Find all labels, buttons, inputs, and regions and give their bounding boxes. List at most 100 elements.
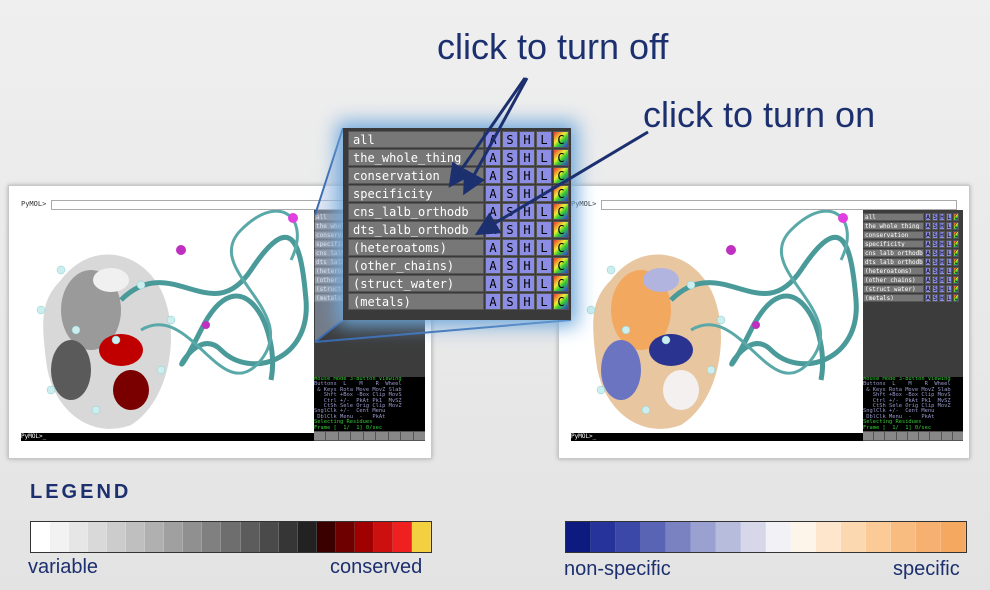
playback-button[interactable] (338, 432, 351, 440)
playback-button[interactable] (885, 432, 896, 440)
playback-button[interactable] (907, 432, 919, 440)
playback-button[interactable] (941, 432, 952, 440)
object-button[interactable]: S (932, 294, 938, 302)
object-button[interactable]: C (553, 185, 569, 202)
object-button[interactable]: S (502, 239, 518, 256)
object-button[interactable]: H (939, 267, 945, 275)
object-button[interactable]: C (553, 221, 569, 238)
object-button[interactable]: C (953, 231, 959, 239)
object-button[interactable]: H (939, 222, 945, 230)
playback-button[interactable] (401, 432, 413, 440)
playback-button[interactable] (363, 432, 376, 440)
object-button[interactable]: C (953, 213, 959, 221)
object-button[interactable]: S (502, 257, 518, 274)
object-button[interactable]: S (932, 285, 938, 293)
object-button[interactable]: L (536, 239, 552, 256)
object-button[interactable]: H (939, 213, 945, 221)
object-button[interactable]: A (485, 221, 501, 238)
playback-button[interactable] (388, 432, 401, 440)
object-name[interactable]: conservation (863, 231, 924, 239)
object-name[interactable]: the_whole_thing (863, 222, 924, 230)
object-button[interactable]: C (553, 131, 569, 148)
playback-button[interactable] (919, 432, 930, 440)
object-name[interactable]: the_whole_thing (348, 149, 484, 166)
object-name[interactable]: (struct_water) (348, 275, 484, 292)
object-button[interactable]: A (485, 293, 501, 310)
playback-button[interactable] (863, 432, 874, 440)
object-name[interactable]: all (348, 131, 484, 148)
object-button[interactable]: L (536, 131, 552, 148)
object-button[interactable]: S (932, 276, 938, 284)
object-button[interactable]: L (946, 231, 952, 239)
object-button[interactable]: L (536, 221, 552, 238)
object-button[interactable]: S (502, 203, 518, 220)
object-button[interactable]: C (953, 294, 959, 302)
object-button[interactable]: S (502, 221, 518, 238)
object-button[interactable]: L (946, 240, 952, 248)
object-button[interactable]: A (925, 267, 931, 275)
object-button[interactable]: C (953, 285, 959, 293)
object-button[interactable]: S (932, 231, 938, 239)
object-button[interactable]: H (939, 249, 945, 257)
object-button[interactable]: S (502, 149, 518, 166)
object-button[interactable]: H (519, 203, 535, 220)
object-button[interactable]: H (939, 285, 945, 293)
object-name[interactable]: (other_chains) (348, 257, 484, 274)
object-button[interactable]: H (519, 167, 535, 184)
object-name[interactable]: (other_chains) (863, 276, 924, 284)
object-button[interactable]: H (939, 258, 945, 266)
object-button[interactable]: L (536, 257, 552, 274)
object-name[interactable]: specificity (348, 185, 484, 202)
object-name[interactable]: (metals) (348, 293, 484, 310)
object-button[interactable]: C (953, 276, 959, 284)
object-button[interactable]: L (946, 258, 952, 266)
object-button[interactable]: L (536, 293, 552, 310)
object-button[interactable]: S (932, 222, 938, 230)
object-button[interactable]: H (519, 185, 535, 202)
object-button[interactable]: A (925, 285, 931, 293)
object-button[interactable]: L (946, 222, 952, 230)
object-button[interactable]: S (502, 185, 518, 202)
playback-button[interactable] (952, 432, 963, 440)
object-button[interactable]: H (939, 294, 945, 302)
object-button[interactable]: S (932, 213, 938, 221)
object-button[interactable]: A (925, 231, 931, 239)
object-button[interactable]: A (925, 249, 931, 257)
object-button[interactable]: A (485, 239, 501, 256)
object-button[interactable]: H (939, 231, 945, 239)
object-button[interactable]: S (502, 131, 518, 148)
object-button[interactable]: H (519, 257, 535, 274)
object-name[interactable]: dts_lalb_orthodb (863, 258, 924, 266)
object-button[interactable]: C (953, 249, 959, 257)
object-button[interactable]: H (519, 275, 535, 292)
object-button[interactable]: L (536, 275, 552, 292)
object-button[interactable]: S (932, 249, 938, 257)
object-button[interactable]: S (932, 240, 938, 248)
playback-button[interactable] (326, 432, 338, 440)
object-button[interactable]: C (553, 167, 569, 184)
object-button[interactable]: A (925, 240, 931, 248)
object-button[interactable]: C (553, 257, 569, 274)
playback-button[interactable] (413, 432, 425, 440)
object-button[interactable]: H (519, 293, 535, 310)
object-button[interactable]: H (519, 131, 535, 148)
object-name[interactable]: dts_lalb_orthodb (348, 221, 484, 238)
object-button[interactable]: A (925, 258, 931, 266)
playback-button[interactable] (930, 432, 941, 440)
object-button[interactable]: C (953, 258, 959, 266)
object-button[interactable]: A (485, 257, 501, 274)
playback-button[interactable] (314, 432, 326, 440)
object-button[interactable]: A (485, 185, 501, 202)
object-button[interactable]: A (925, 213, 931, 221)
object-name[interactable]: conservation (348, 167, 484, 184)
object-button[interactable]: L (946, 285, 952, 293)
object-button[interactable]: C (553, 149, 569, 166)
object-button[interactable]: S (932, 258, 938, 266)
playback-button[interactable] (351, 432, 363, 440)
object-button[interactable]: A (485, 167, 501, 184)
object-button[interactable]: C (553, 203, 569, 220)
object-button[interactable]: H (939, 276, 945, 284)
playback-button[interactable] (874, 432, 885, 440)
object-button[interactable]: L (946, 267, 952, 275)
object-button[interactable]: A (485, 275, 501, 292)
